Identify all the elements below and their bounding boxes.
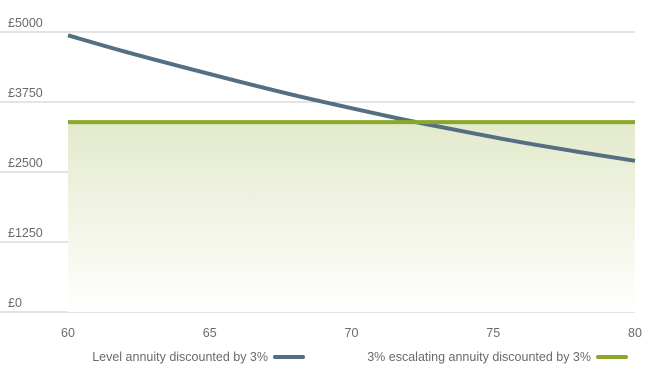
x-tick-label: 80 <box>628 326 642 340</box>
y-tick-label: £5000 <box>8 16 43 30</box>
y-axis: £0 £1250 £2500 £3750 £5000 <box>8 16 43 310</box>
legend-label-escalating: 3% escalating annuity discounted by 3% <box>367 350 591 364</box>
y-tick-label: £3750 <box>8 86 43 100</box>
x-tick-label: 75 <box>486 326 500 340</box>
series-lines <box>67 33 636 163</box>
y-tick-label: £1250 <box>8 226 43 240</box>
legend-label-level: Level annuity discounted by 3% <box>92 350 268 364</box>
legend: Level annuity discounted by 3% 3% escalat… <box>92 350 628 364</box>
x-tick-label: 60 <box>61 326 75 340</box>
x-axis: 60 65 70 75 80 <box>61 326 642 340</box>
level-annuity-line <box>67 33 636 163</box>
y-tick-label: £2500 <box>8 156 43 170</box>
escalating-annuity-fill <box>68 122 635 312</box>
escalating-annuity-area <box>68 122 635 312</box>
x-tick-label: 65 <box>203 326 217 340</box>
y-tick-label: £0 <box>8 296 22 310</box>
x-tick-label: 70 <box>345 326 359 340</box>
